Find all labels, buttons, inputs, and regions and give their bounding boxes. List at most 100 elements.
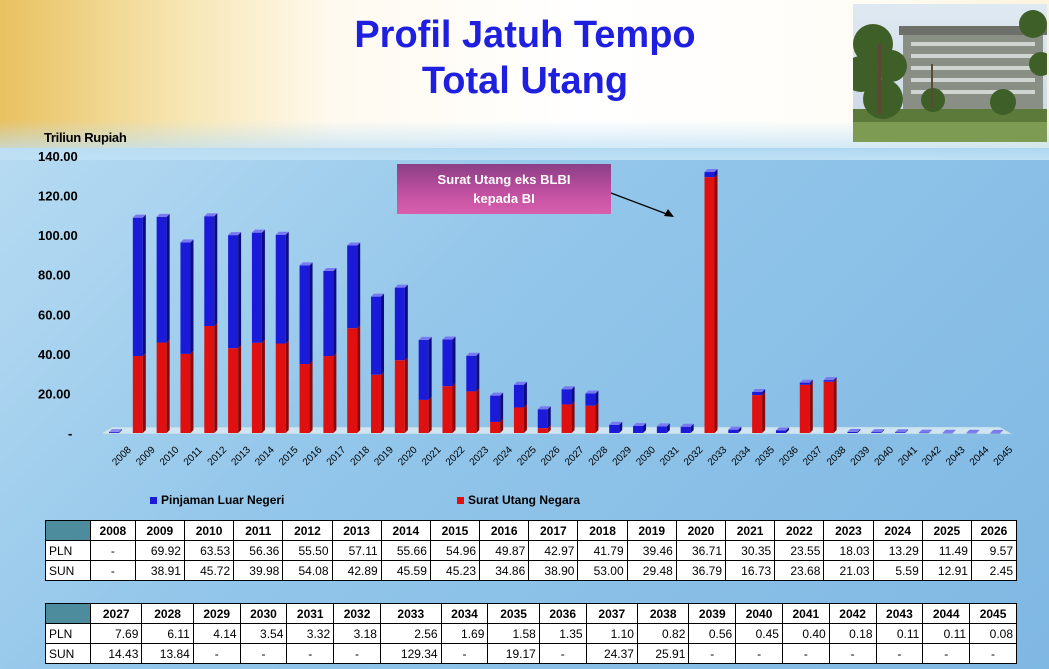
bar-sun-2033 bbox=[704, 174, 718, 434]
x-tick-label: 2016 bbox=[301, 444, 325, 468]
bar-sun-2012 bbox=[204, 322, 218, 433]
bar-2008 bbox=[109, 429, 122, 433]
x-tick-label: 2022 bbox=[444, 444, 468, 468]
x-tick-label: 2042 bbox=[920, 444, 944, 468]
table-cell: 56.36 bbox=[233, 540, 284, 561]
x-tick-label: 2030 bbox=[634, 444, 658, 468]
table-cell: 36.79 bbox=[675, 560, 727, 581]
table-cell: 2.45 bbox=[970, 560, 1018, 581]
table-year-header: 2038 bbox=[636, 603, 690, 624]
table-cell: 23.68 bbox=[774, 560, 825, 581]
table-cell: 0.11 bbox=[875, 623, 924, 644]
x-tick-label: 2029 bbox=[611, 444, 635, 468]
table-year-header: 2024 bbox=[872, 520, 923, 541]
bar-pln-2036 bbox=[775, 427, 789, 433]
bar-sun-2014 bbox=[251, 339, 265, 433]
bar-pln-2040 bbox=[871, 429, 885, 433]
table-cell: - bbox=[828, 643, 877, 664]
bar-pln-2045 bbox=[990, 429, 1004, 434]
table-cell: 38.91 bbox=[134, 560, 185, 581]
bar-pln-2014 bbox=[251, 229, 265, 343]
table-cell: 12.91 bbox=[921, 560, 972, 581]
table-cell: - bbox=[969, 643, 1017, 664]
data-table-1: 2008 2009 2010 2011 2012 2013 2014 2015 2016 2017… bbox=[45, 520, 1018, 581]
table-cell: - bbox=[286, 643, 335, 664]
table-year-header: 2030 bbox=[239, 603, 288, 624]
x-tick-label: 2011 bbox=[182, 445, 205, 468]
bar-pln-2010 bbox=[156, 213, 170, 343]
table-row: SUN 14.43 13.84- - - -129.34-19.17-24.37 25.91… bbox=[45, 643, 1017, 664]
bar-pln-2034 bbox=[728, 426, 742, 433]
table-cell: 69.92 bbox=[134, 540, 185, 561]
table-row: PLN -69.92 63.53 56.36 55.50 57.11 55.66 54.96 4… bbox=[45, 540, 1018, 561]
x-tick-label: 2013 bbox=[229, 444, 253, 468]
table-cell: 63.53 bbox=[183, 540, 235, 561]
bar-sun-2038 bbox=[823, 378, 837, 433]
table-cell: 39.46 bbox=[626, 540, 677, 561]
y-tick-label: 60.00 bbox=[38, 307, 71, 322]
table-cell: 45.59 bbox=[380, 560, 431, 581]
table-cell: 45.23 bbox=[429, 560, 481, 581]
table-cell: 25.91 bbox=[636, 643, 690, 664]
x-tick-label: 2014 bbox=[253, 444, 277, 468]
table-cell: 9.57 bbox=[970, 540, 1018, 561]
bar-pln-2015 bbox=[275, 231, 289, 344]
bar-pln-2021 bbox=[418, 336, 432, 400]
x-tick-label: 2040 bbox=[873, 444, 897, 468]
table-year-header: 2039 bbox=[688, 603, 737, 624]
table-cell: 0.82 bbox=[636, 623, 690, 644]
table-year-header: 2036 bbox=[538, 603, 587, 624]
bar-sun-2015 bbox=[275, 340, 289, 433]
table-year-header: 2035 bbox=[487, 603, 540, 624]
table-cell: 3.54 bbox=[239, 623, 288, 644]
table-cell: 38.90 bbox=[528, 560, 579, 581]
table-cell: 0.45 bbox=[735, 623, 783, 644]
table-year-header: 2017 bbox=[528, 520, 579, 541]
table-cell: 49.87 bbox=[479, 540, 530, 561]
bar-pln-2020 bbox=[394, 284, 408, 361]
table-cell: - bbox=[333, 643, 381, 664]
table-year-header: 2027 bbox=[89, 603, 143, 624]
table-year-header: 2026 bbox=[970, 520, 1018, 541]
table-year-header: 2011 bbox=[233, 520, 284, 541]
bar-pln-2025 bbox=[513, 381, 527, 408]
table-cell: 42.97 bbox=[528, 540, 579, 561]
table-cell: 29.48 bbox=[626, 560, 677, 581]
table-cell: 1.58 bbox=[487, 623, 540, 644]
bar-sun-2018 bbox=[347, 325, 361, 433]
bar-sun-2020 bbox=[394, 357, 408, 433]
y-tick-label: 120.00 bbox=[38, 189, 78, 204]
x-tick-label: 2045 bbox=[992, 444, 1016, 468]
x-tick-label: 2025 bbox=[515, 444, 539, 468]
callout-arrowhead bbox=[664, 209, 674, 217]
table-row: PLN 7.69 6.11 4.14 3.54 3.32 3.18 2.56 1.69 1.58 1… bbox=[45, 623, 1017, 644]
table-cell: - bbox=[90, 540, 136, 561]
bar-pln-2030 bbox=[633, 422, 647, 433]
table-cell: - bbox=[239, 643, 288, 664]
table-year-header: 2012 bbox=[282, 520, 333, 541]
bar-sun-2013 bbox=[228, 345, 242, 433]
y-tick-label: 40.00 bbox=[38, 347, 71, 362]
table-cell: 0.18 bbox=[828, 623, 877, 644]
table-cell: 30.35 bbox=[725, 540, 776, 561]
y-tick-label: 140.00 bbox=[38, 149, 78, 164]
x-tick-label: 2027 bbox=[563, 444, 587, 468]
bar-pln-2027 bbox=[561, 386, 575, 405]
y-tick-label: 20.00 bbox=[38, 386, 71, 401]
bar-pln-2037 bbox=[799, 379, 813, 385]
table-year-header: 2031 bbox=[286, 603, 335, 624]
table-row-label: PLN bbox=[45, 623, 91, 644]
bar-sun-2035 bbox=[752, 392, 766, 433]
table-cell: 1.69 bbox=[440, 623, 489, 644]
table-year-header: 2016 bbox=[479, 520, 530, 541]
table-year-header: 2033 bbox=[379, 603, 442, 624]
x-tick-label: 2018 bbox=[349, 444, 373, 468]
y-tick-label: - bbox=[68, 426, 72, 441]
x-tick-label: 2033 bbox=[706, 444, 730, 468]
table-cell: 14.43 bbox=[89, 643, 143, 664]
table-cell: - bbox=[440, 643, 489, 664]
bar-sun-2009 bbox=[132, 353, 146, 433]
x-tick-label: 2017 bbox=[325, 444, 349, 468]
table-year-header: 2021 bbox=[725, 520, 776, 541]
